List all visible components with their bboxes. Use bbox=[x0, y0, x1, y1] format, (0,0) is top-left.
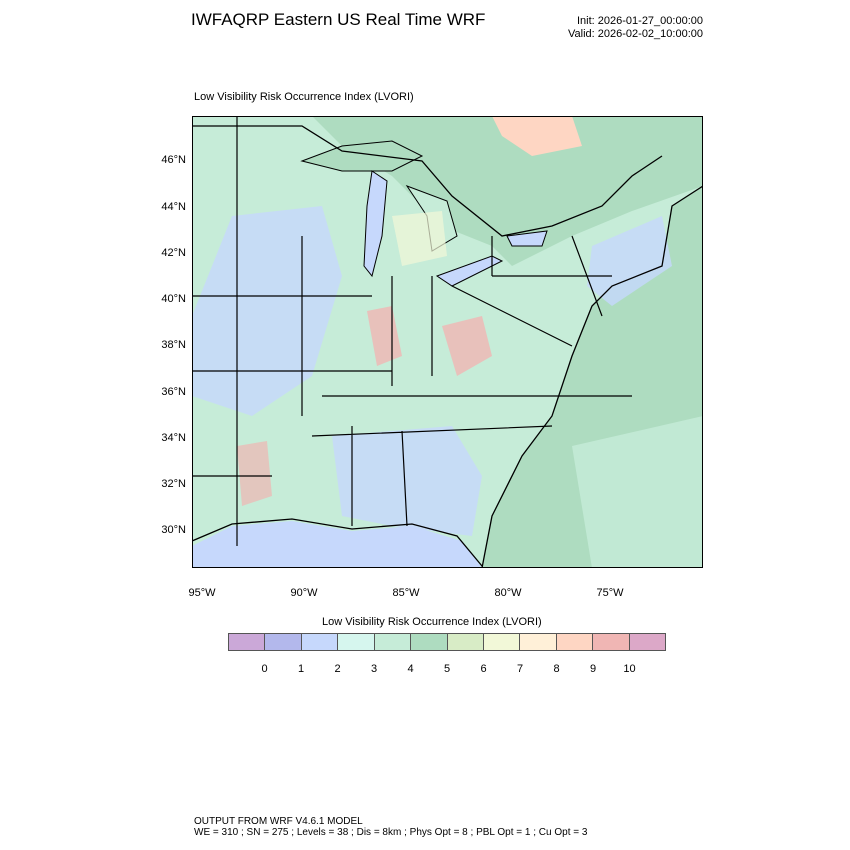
colorbar-swatch bbox=[411, 634, 448, 650]
plot-subtitle: Low Visibility Risk Occurrence Index (LV… bbox=[194, 91, 414, 103]
model-info: OUTPUT FROM WRF V4.6.1 MODEL bbox=[194, 816, 363, 827]
colorbar-swatch bbox=[301, 634, 339, 650]
colorbar-tick-label: 1 bbox=[297, 663, 305, 675]
lat-label: 34°N bbox=[161, 432, 186, 444]
lat-label: 36°N bbox=[161, 386, 186, 398]
colorbar-swatch bbox=[265, 634, 302, 650]
gulf-of-mexico bbox=[192, 521, 482, 568]
lat-label: 42°N bbox=[161, 247, 186, 259]
colorbar-tick-label: 5 bbox=[443, 663, 451, 675]
lat-label: 46°N bbox=[161, 154, 186, 166]
colorbar-tick-label: 9 bbox=[589, 663, 597, 675]
lat-label: 32°N bbox=[161, 478, 186, 490]
colorbar-tick-label: 0 bbox=[261, 663, 268, 675]
page-title: IWFAQRP Eastern US Real Time WRF bbox=[191, 10, 486, 29]
lon-label: 85°W bbox=[392, 587, 420, 599]
colorbar-tick-label: 4 bbox=[407, 663, 414, 675]
colorbar-tick-label: 8 bbox=[553, 663, 560, 675]
footer: OUTPUT FROM WRF V4.6.1 MODEL WE = 310 ; … bbox=[194, 816, 587, 838]
lat-label: 44°N bbox=[161, 201, 186, 213]
colorbar-swatch bbox=[374, 634, 412, 650]
lake-michigan bbox=[363, 170, 388, 278]
colorbar-swatch bbox=[447, 634, 484, 650]
colorbar-swatch bbox=[483, 634, 521, 650]
colorbar-tick-label: 10 bbox=[623, 663, 636, 675]
colorbar-tick-label: 3 bbox=[370, 663, 378, 675]
colorbar bbox=[228, 633, 666, 651]
colorbar-tick-label: 6 bbox=[480, 663, 487, 675]
blue-low-risk-west bbox=[192, 206, 342, 416]
lake-ontario bbox=[506, 230, 548, 247]
red-patch-indiana bbox=[367, 306, 402, 366]
red-patch-louisiana bbox=[237, 441, 272, 506]
colorbar-title: Low Visibility Risk Occurrence Index (LV… bbox=[322, 616, 542, 628]
colorbar-swatch bbox=[629, 634, 666, 650]
high-risk-canada bbox=[492, 116, 582, 156]
red-patch-kentucky bbox=[442, 316, 492, 376]
lon-label: 75°W bbox=[596, 587, 624, 599]
valid-time: Valid: 2026-02-02_10:00:00 bbox=[568, 28, 703, 40]
yellow-patch-michigan bbox=[392, 211, 447, 266]
lake-erie bbox=[435, 255, 504, 287]
init-time: Init: 2026-01-27_00:00:00 bbox=[577, 15, 703, 27]
run-times: Init: 2026-01-27_00:00:00 Valid: 2026-02… bbox=[568, 15, 703, 41]
lat-label: 38°N bbox=[161, 339, 186, 351]
colorbar-swatch bbox=[556, 634, 594, 650]
colorbar-swatch bbox=[229, 634, 266, 650]
map-frame bbox=[192, 116, 703, 568]
lat-label: 40°N bbox=[161, 293, 186, 305]
ocean-light bbox=[572, 416, 703, 568]
lon-label: 95°W bbox=[188, 587, 216, 599]
blue-low-risk-southeast bbox=[332, 426, 482, 536]
blue-low-risk-northeast bbox=[587, 216, 672, 306]
us-canada-border bbox=[192, 125, 663, 237]
coastline bbox=[192, 185, 703, 568]
colorbar-tick-label: 2 bbox=[334, 663, 341, 675]
colorbar-swatch bbox=[338, 634, 375, 650]
lvori-map bbox=[192, 116, 703, 568]
colorbar-swatch bbox=[520, 634, 557, 650]
colorbar-tick-label: 7 bbox=[516, 663, 524, 675]
colorbar-swatch bbox=[593, 634, 630, 650]
lat-label: 30°N bbox=[161, 524, 186, 536]
lon-label: 90°W bbox=[290, 587, 318, 599]
lon-label: 80°W bbox=[494, 587, 522, 599]
state-borders bbox=[192, 116, 632, 546]
lake-superior bbox=[300, 140, 424, 172]
model-config: WE = 310 ; SN = 275 ; Levels = 38 ; Dis … bbox=[194, 827, 588, 838]
